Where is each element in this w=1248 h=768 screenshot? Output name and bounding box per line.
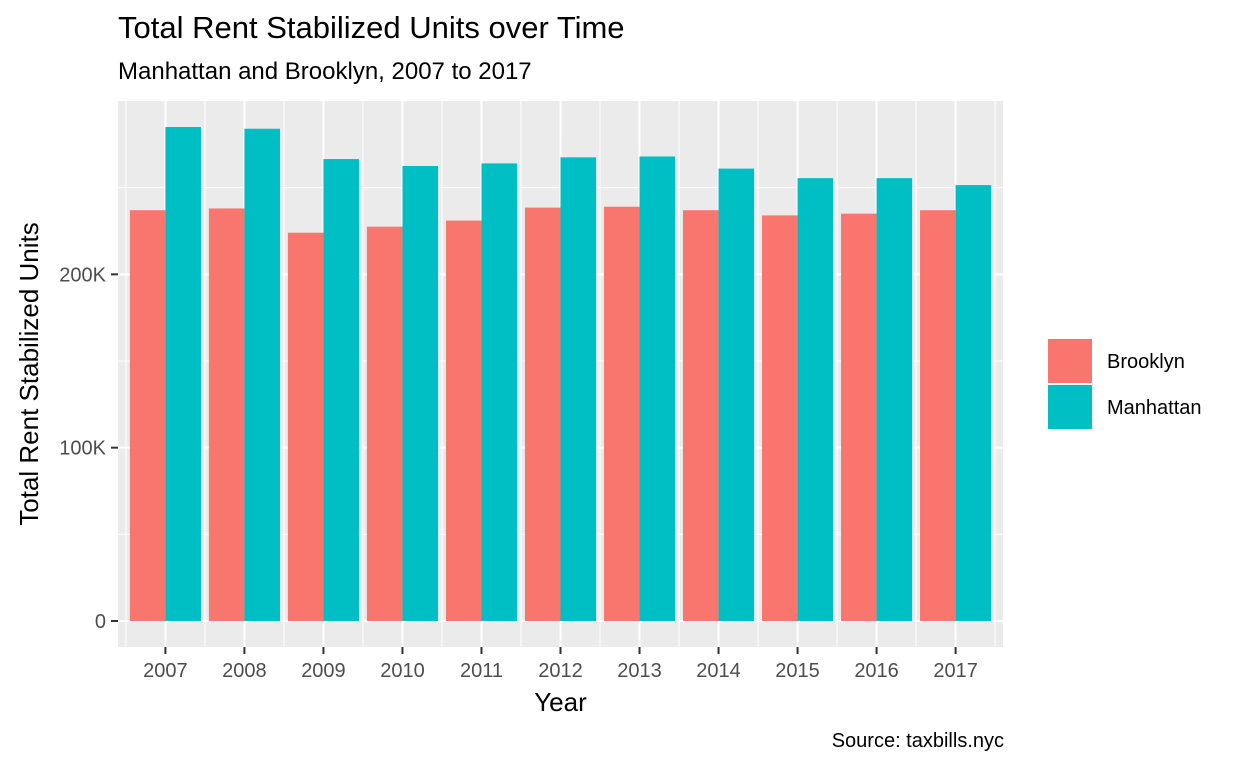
- legend-swatch-manhattan: [1048, 385, 1092, 429]
- x-tick-label: 2010: [380, 660, 425, 682]
- y-tick-label: 0: [95, 611, 106, 633]
- y-tick-label: 200K: [59, 264, 106, 286]
- bar-manhattan-2016: [876, 178, 913, 621]
- bar-brooklyn-2008: [208, 208, 245, 621]
- bar-manhattan-2011: [481, 163, 518, 621]
- legend-label-manhattan: Manhattan: [1107, 397, 1202, 419]
- bars: [129, 127, 992, 622]
- bar-brooklyn-2010: [366, 226, 403, 621]
- chart-caption: Source: taxbills.nyc: [831, 730, 1004, 752]
- bar-manhattan-2009: [323, 159, 360, 622]
- bar-brooklyn-2009: [287, 232, 324, 621]
- bar-brooklyn-2016: [841, 213, 877, 621]
- x-tick-label: 2012: [538, 660, 583, 682]
- chart-subtitle: Manhattan and Brooklyn, 2007 to 2017: [118, 58, 532, 85]
- x-tick-label: 2017: [933, 660, 978, 682]
- x-tick-label: 2013: [617, 660, 662, 682]
- y-tick-label: 100K: [59, 438, 106, 460]
- bar-brooklyn-2015: [761, 215, 798, 621]
- bar-manhattan-2010: [402, 166, 439, 621]
- bar-brooklyn-2017: [920, 210, 956, 621]
- bar-manhattan-2017: [955, 185, 992, 622]
- x-tick-label: 2007: [143, 660, 188, 682]
- bar-manhattan-2013: [639, 156, 676, 621]
- chart-title: Total Rent Stabilized Units over Time: [118, 10, 625, 45]
- bar-brooklyn-2011: [445, 220, 482, 621]
- bar-manhattan-2014: [718, 168, 755, 621]
- bar-manhattan-2008: [244, 128, 280, 621]
- legend-label-brooklyn: Brooklyn: [1107, 351, 1185, 373]
- bar-brooklyn-2007: [129, 210, 166, 621]
- x-axis: 2007 2008 2009 2010 2011 2012 2013 2014 2015 2016…: [143, 647, 978, 682]
- x-axis-title: Year: [534, 687, 587, 717]
- legend: Brooklyn Manhattan: [1047, 338, 1202, 430]
- x-tick-label: 2008: [222, 660, 267, 682]
- x-tick-label: 2015: [775, 660, 820, 682]
- legend-swatch-brooklyn: [1048, 339, 1092, 383]
- x-tick-label: 2016: [854, 660, 899, 682]
- x-tick-label: 2011: [460, 660, 503, 682]
- bar-manhattan-2015: [797, 178, 834, 621]
- bar-manhattan-2012: [560, 157, 597, 622]
- x-tick-label: 2009: [301, 660, 346, 682]
- bar-brooklyn-2013: [603, 206, 640, 621]
- bar-brooklyn-2012: [524, 207, 561, 621]
- y-axis-title: Total Rent Stabilized Units: [14, 222, 44, 525]
- bar-brooklyn-2014: [682, 210, 719, 621]
- bar-manhattan-2007: [165, 127, 201, 621]
- x-tick-label: 2014: [696, 660, 741, 682]
- y-axis: 0 100K 200K: [59, 264, 118, 633]
